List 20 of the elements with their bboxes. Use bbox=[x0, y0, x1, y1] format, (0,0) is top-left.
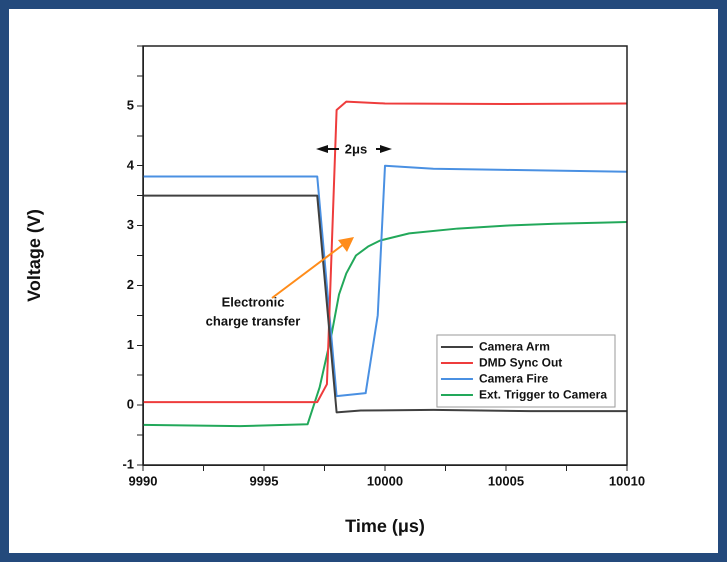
y-tick-label: 1 bbox=[126, 336, 134, 352]
x-tick-label: 9990 bbox=[128, 473, 158, 488]
y-axis-title: Voltage (V) bbox=[24, 209, 44, 302]
legend-label: Camera Arm bbox=[478, 339, 550, 354]
legend-label: Camera Fire bbox=[478, 371, 549, 386]
y-tick-label: 2 bbox=[126, 277, 134, 292]
legend-label: DMD Sync Out bbox=[478, 355, 562, 370]
x-tick-label: 9995 bbox=[250, 473, 278, 488]
y-tick-label: 4 bbox=[126, 157, 135, 172]
x-tick-label: 10010 bbox=[608, 473, 646, 488]
x-axis-title: Time (μs) bbox=[345, 516, 425, 536]
x-tick-label: 10005 bbox=[488, 473, 524, 488]
y-tick-label: 5 bbox=[126, 97, 134, 112]
annotation: 2μs bbox=[344, 142, 368, 157]
y-tick-label: 3 bbox=[126, 217, 134, 232]
x-tick-label: 10000 bbox=[366, 473, 404, 488]
legend-label: Ext. Trigger to Camera bbox=[478, 387, 608, 402]
annotation: Electronic charge transfer bbox=[206, 294, 300, 329]
y-tick-label: -1 bbox=[122, 456, 134, 472]
y-tick-label: 0 bbox=[126, 396, 134, 412]
